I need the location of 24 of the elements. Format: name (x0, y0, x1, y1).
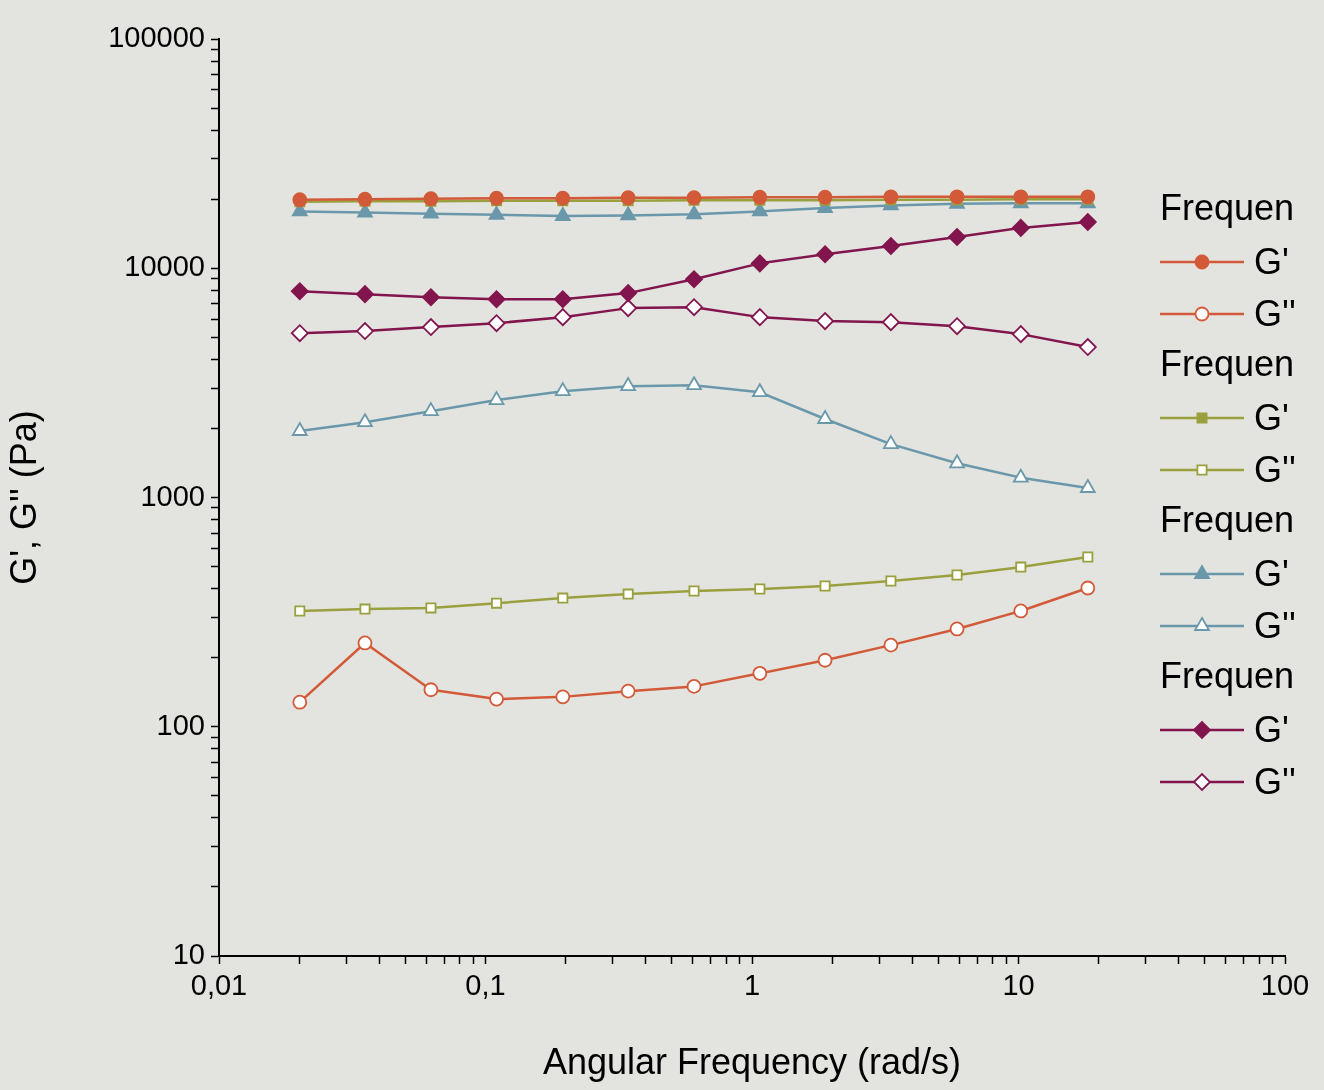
y-tick-label: 100 (156, 708, 205, 741)
legend-label: G'' (1254, 760, 1296, 802)
y-tick-label: 1000 (140, 479, 205, 512)
legend-label: G'' (1254, 448, 1296, 490)
text: Frequen (1160, 654, 1295, 696)
x-axis-title: Angular Frequency (rad/s) (542, 1041, 962, 1083)
legend-label: G' (1254, 552, 1289, 594)
x-tick-label: 1 (743, 969, 761, 1002)
y-tick-label: 10000 (124, 250, 205, 283)
legend-label: G' (1254, 708, 1289, 750)
x-tick-label: 0,1 (465, 969, 506, 1002)
y-tick-label: 100000 (108, 21, 205, 53)
legend-label: G' (1254, 240, 1289, 282)
x-tick-label: 0,01 (190, 969, 248, 1002)
y-axis-title: G', G'' (Pa) (2, 410, 44, 585)
legend-label: G' (1254, 396, 1289, 438)
text: Frequen (1160, 342, 1295, 384)
x-tick-label: 100 (1260, 969, 1310, 1002)
legend-title: Frequen (1160, 186, 1295, 228)
legend-label: G'' (1254, 604, 1296, 646)
y-tick-label: 10 (172, 938, 205, 970)
x-tick-label: 10 (1002, 969, 1035, 1002)
legend-label: G'' (1254, 292, 1296, 334)
text: Frequen (1160, 498, 1295, 540)
